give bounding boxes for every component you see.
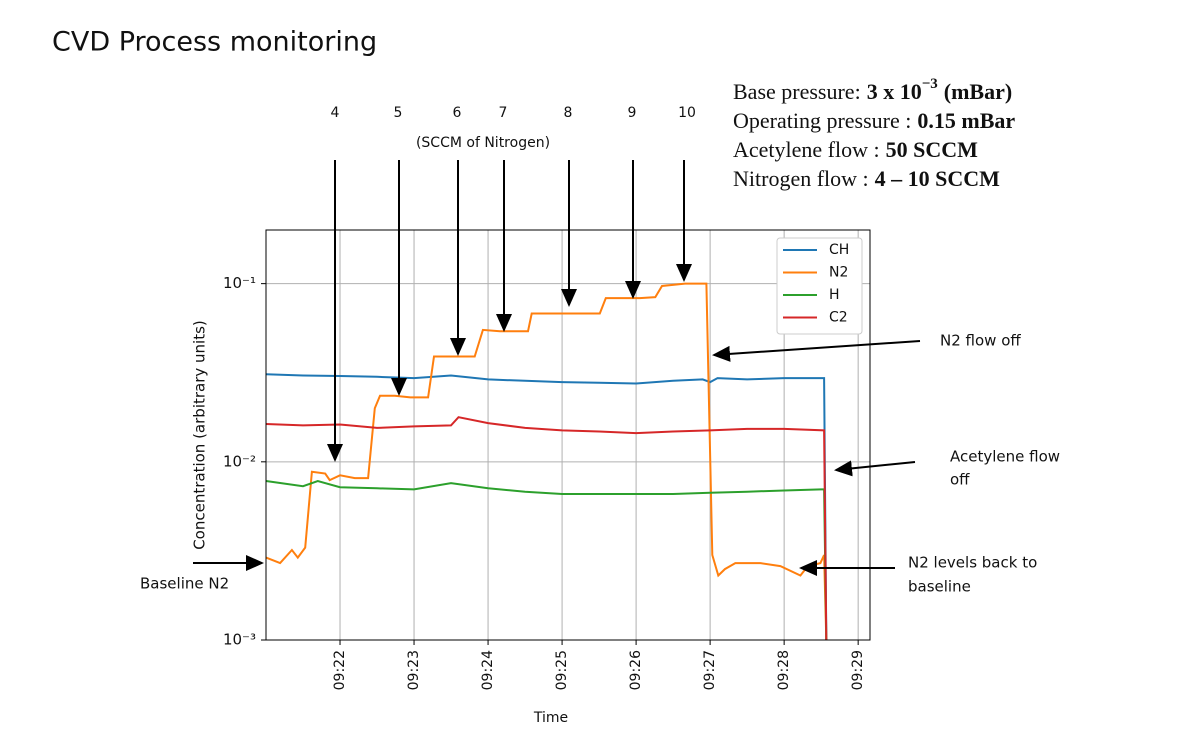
series-line xyxy=(265,282,828,641)
x-tick-label: 09:23 xyxy=(406,650,422,690)
flow-label: 10 xyxy=(678,105,696,121)
x-tick-label: 09:29 xyxy=(850,650,866,690)
series-line xyxy=(265,416,828,641)
info-value: 3 x 10 xyxy=(867,79,922,104)
flow-label: 4 xyxy=(331,105,340,121)
info-value: 0.15 mBar xyxy=(917,108,1015,133)
info-block: Base pressure: 3 x 10−3 (mBar) Operating pr… xyxy=(733,76,1015,191)
x-tick-label: 09:22 xyxy=(332,650,348,690)
annotation: Acetylene flow xyxy=(950,448,1060,466)
flow-label: 8 xyxy=(564,105,573,121)
flow-label: 5 xyxy=(394,105,403,121)
series-line xyxy=(265,373,828,641)
annotation: baseline xyxy=(908,578,971,596)
info-label: Operating pressure : xyxy=(733,108,911,133)
annotation: Baseline N2 xyxy=(140,575,229,593)
info-line: Acetylene flow :50 SCCM xyxy=(733,137,978,162)
x-axis-label: Time xyxy=(533,710,568,726)
legend-label: N2 xyxy=(829,265,848,281)
y-axis-label: Concentration (arbitrary units) xyxy=(191,320,209,550)
info-value: 4 – 10 SCCM xyxy=(875,166,1001,191)
y-tick-label: 10⁻³ xyxy=(223,631,256,649)
info-label: Base pressure: xyxy=(733,79,861,104)
info-line: Nitrogen flow :4 – 10 SCCM xyxy=(733,166,1000,191)
legend-label: CH xyxy=(829,242,849,258)
legend-label: C2 xyxy=(829,310,848,326)
annotation: N2 levels back to xyxy=(908,554,1037,572)
arrow xyxy=(712,340,921,362)
slide-title: CVD Process monitoring xyxy=(52,27,377,58)
plot: 10⁻³ 10⁻² 10⁻¹ 09:22 09:23 09:24 09:25 09:26 09:… xyxy=(191,229,871,726)
annotation-arrows xyxy=(193,160,921,576)
legend-box xyxy=(776,237,863,335)
y-tick-label: 10⁻¹ xyxy=(223,274,256,292)
info-label: Nitrogen flow : xyxy=(733,166,869,191)
flow-label: 7 xyxy=(499,105,508,121)
x-tick-label: 09:24 xyxy=(480,650,496,690)
info-unit: (mBar) xyxy=(944,79,1012,104)
flow-unit: (SCCM of Nitrogen) xyxy=(416,135,550,151)
x-tick-label: 09:27 xyxy=(702,650,718,690)
info-value: 50 SCCM xyxy=(886,137,979,162)
info-sup: −3 xyxy=(922,76,938,92)
annotation: N2 flow off xyxy=(940,332,1021,350)
series-line xyxy=(265,479,828,641)
y-tick-label: 10⁻² xyxy=(223,452,256,470)
info-line: Base pressure: 3 x 10−3 (mBar) xyxy=(733,76,1012,104)
flow-label: 9 xyxy=(628,105,637,121)
arrow xyxy=(834,460,916,477)
info-label: Acetylene flow : xyxy=(733,137,880,162)
info-line: Operating pressure :0.15 mBar xyxy=(733,108,1015,133)
x-tick-label: 09:25 xyxy=(554,650,570,690)
x-tick-label: 09:28 xyxy=(776,650,792,690)
annotation: off xyxy=(950,471,970,489)
x-tick-label: 09:26 xyxy=(628,650,644,690)
flow-label: 6 xyxy=(453,105,462,121)
legend-label: H xyxy=(829,287,840,303)
